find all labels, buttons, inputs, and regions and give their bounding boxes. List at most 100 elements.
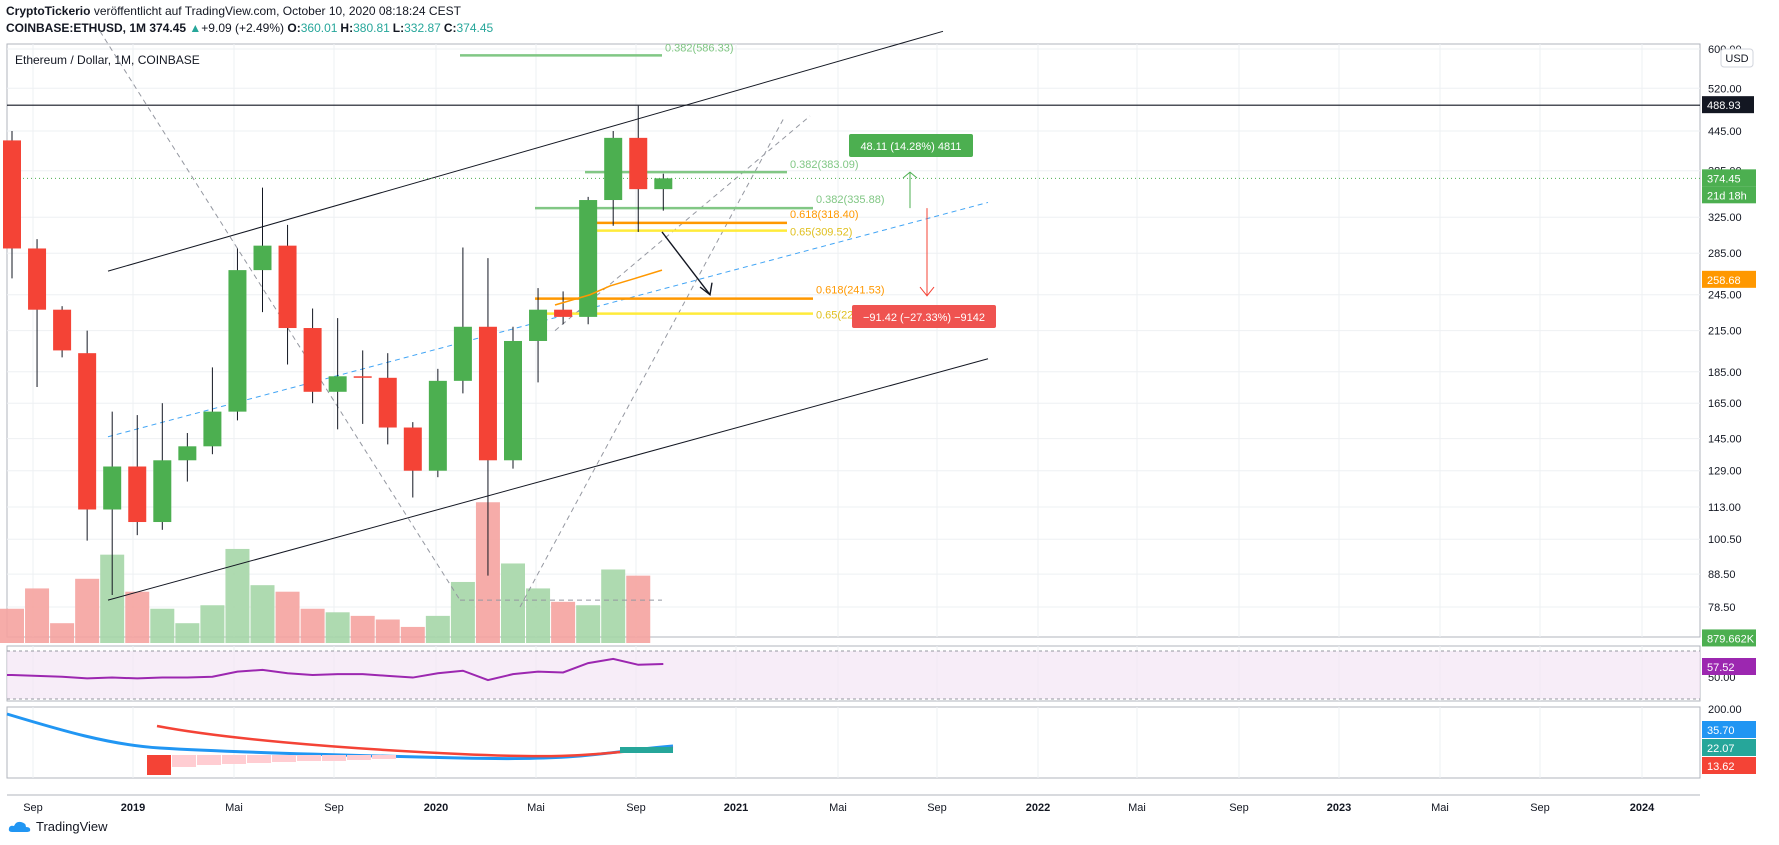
macd-line [6, 712, 674, 761]
candle-body [53, 309, 72, 351]
macd-badge-label: 13.62 [1707, 761, 1735, 773]
volume-bar [400, 626, 425, 643]
volume-bar [0, 608, 24, 643]
time-tick-label: 2023 [1327, 802, 1351, 814]
candle-body [403, 427, 422, 471]
price-change: +9.09 (+2.49%) [201, 21, 285, 35]
candle-body [453, 326, 472, 381]
macd-histogram-bar [272, 755, 296, 762]
volume-bar [225, 548, 250, 643]
tradingview-logo[interactable]: TradingView [8, 819, 108, 834]
measure-up-box [849, 134, 973, 157]
volume-bar [75, 578, 100, 643]
measure-up-label: 48.11 (14.28%) 4811 [860, 141, 961, 153]
candle-body [554, 309, 573, 317]
macd-tick-label: 200.00 [1708, 704, 1742, 716]
price-tick-label: 185.00 [1708, 367, 1742, 379]
ohlc-value: 374.45 [456, 21, 494, 35]
time-tick-label: Mai [527, 802, 545, 814]
measure-down-box [852, 305, 996, 328]
price-tick-label: 165.00 [1708, 398, 1742, 410]
fib-level-label: 0.382(586.33) [665, 42, 734, 54]
time-tick-label: Sep [927, 802, 947, 814]
cloud-icon [8, 821, 31, 832]
price-badge-label: 879.662K [1707, 633, 1755, 645]
volume-bar [626, 575, 651, 643]
currency-box [1720, 48, 1754, 68]
candle-body [504, 340, 522, 461]
candle-body [78, 353, 97, 510]
price-tick-label: 285.00 [1708, 248, 1742, 260]
candle-body [128, 466, 147, 523]
publish-info: CryptoTickerio veröffentlicht auf Tradin… [6, 4, 461, 18]
volume-bar [125, 591, 150, 643]
volume-bar [300, 608, 325, 643]
candle-body [378, 377, 397, 428]
projection-arrow-line [661, 231, 711, 296]
macd-histogram-bar [247, 755, 271, 763]
macd-pane-frame [6, 706, 1701, 779]
macd-histogram-bar [620, 747, 673, 753]
time-tick-label: 2019 [121, 802, 145, 814]
measure-down-label: −91.42 (−27.33%) −9142 [863, 312, 985, 324]
fib-level-label: 0.618(318.40) [790, 209, 859, 221]
volume-bar [526, 588, 551, 643]
published-text: veröffentlicht auf TradingView.com, Octo… [93, 4, 461, 18]
channel-mid-line [107, 201, 989, 438]
price-badge [1702, 169, 1756, 187]
currency-label: USD [1725, 53, 1748, 65]
footer-brand: TradingView [36, 819, 108, 834]
volume-bar [150, 608, 175, 643]
macd-badge-label: 22.07 [1707, 743, 1735, 755]
price-tick-label: 145.00 [1708, 434, 1742, 446]
dashed-helper-line [519, 115, 786, 608]
candle-body [428, 380, 447, 471]
volume-bar [175, 623, 200, 643]
price-badge-label: 21d 18h [1707, 190, 1747, 202]
candle-body [478, 326, 497, 461]
candle-body [203, 411, 222, 447]
macd-histogram-bar [372, 755, 396, 759]
rsi-badge-label: 57.52 [1707, 662, 1735, 674]
candle-body [253, 245, 272, 271]
price-tick-label: 113.00 [1708, 502, 1741, 514]
volume-bar [551, 601, 576, 643]
volume-bar [375, 619, 400, 643]
price-tick-label: 245.00 [1708, 290, 1742, 302]
fib-level-label: 0.618(241.53) [816, 285, 885, 297]
price-tick-label: 78.50 [1708, 602, 1736, 614]
rsi-line [7, 657, 664, 682]
symbol-label: COINBASE:ETHUSD, 1M [6, 21, 147, 35]
rsi-badge [1702, 658, 1756, 675]
ohlc-value: 332.87 [404, 21, 441, 35]
candle-body [353, 376, 372, 378]
volume-bar [325, 612, 350, 643]
arrow-up-icon [902, 171, 918, 179]
moving-average-line [554, 269, 663, 306]
volume-bar [50, 623, 75, 643]
price-tick-label: 129.00 [1708, 466, 1742, 478]
time-tick-label: Sep [324, 802, 344, 814]
price-badge-label: 374.45 [1707, 173, 1741, 185]
candle-body [3, 140, 21, 249]
time-tick-label: 2024 [1630, 802, 1655, 814]
symbol-info: COINBASE:ETHUSD, 1M 374.45 ▲+9.09 (+2.49… [6, 21, 496, 35]
volume-bar [25, 588, 50, 643]
candle-body [629, 137, 648, 190]
time-tick-label: Mai [1431, 802, 1449, 814]
price-badge [1702, 186, 1756, 204]
macd-histogram-bar [347, 755, 371, 760]
ohlc-value: 360.01 [300, 21, 338, 35]
price-tick-label: 445.00 [1708, 126, 1742, 138]
volume-bar [250, 585, 275, 643]
price-pane-frame [6, 43, 1701, 638]
macd-histogram-bar [297, 755, 321, 761]
publisher-name[interactable]: CryptoTickerio [6, 4, 91, 18]
candle-body [103, 466, 122, 510]
volume-bar [601, 569, 626, 643]
up-triangle-icon: ▲ [189, 21, 202, 35]
ohlc-key: C: [443, 21, 457, 35]
price-tick-label: 325.00 [1708, 212, 1742, 224]
macd-badge [1702, 739, 1756, 756]
